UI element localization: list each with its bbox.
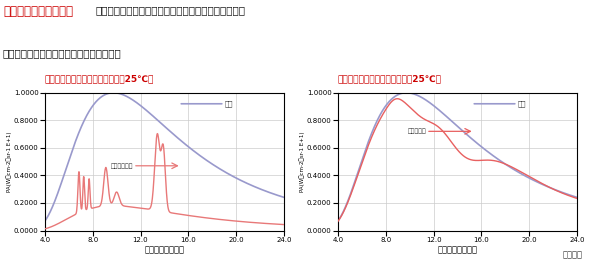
Text: 黒体: 黒体 xyxy=(224,100,233,107)
Text: 信州大学: 信州大学 xyxy=(563,251,583,260)
Y-axis label: PA(W＊cm-2＊sr-1 E+1): PA(W＊cm-2＊sr-1 E+1) xyxy=(300,131,306,192)
Text: シャキットの遠赤外線放射能（25℃）: シャキットの遠赤外線放射能（25℃） xyxy=(338,74,442,83)
Y-axis label: PA(W＊cm-2＊sr-1 E+1): PA(W＊cm-2＊sr-1 E+1) xyxy=(7,131,13,192)
Text: シャキット: シャキット xyxy=(408,129,426,134)
X-axis label: 波長（ミクロン）: 波長（ミクロン） xyxy=(145,246,184,255)
Text: 遠赤外線放射能の比較: 遠赤外線放射能の比較 xyxy=(3,5,73,18)
Text: の量とほぼ同量の遠赤外線を放射します。: の量とほぼ同量の遠赤外線を放射します。 xyxy=(3,48,122,58)
X-axis label: 波長（ミクロン）: 波長（ミクロン） xyxy=(438,246,477,255)
Text: 黒体: 黒体 xyxy=(517,100,526,107)
Text: シャキットは、太陽光の放射する理想的な遠赤外線: シャキットは、太陽光の放射する理想的な遠赤外線 xyxy=(96,5,246,15)
Text: 一般のポリ袋: 一般のポリ袋 xyxy=(111,163,133,169)
Text: 一般のポリ袋の遠赤外線放射能（25℃）: 一般のポリ袋の遠赤外線放射能（25℃） xyxy=(45,74,154,83)
